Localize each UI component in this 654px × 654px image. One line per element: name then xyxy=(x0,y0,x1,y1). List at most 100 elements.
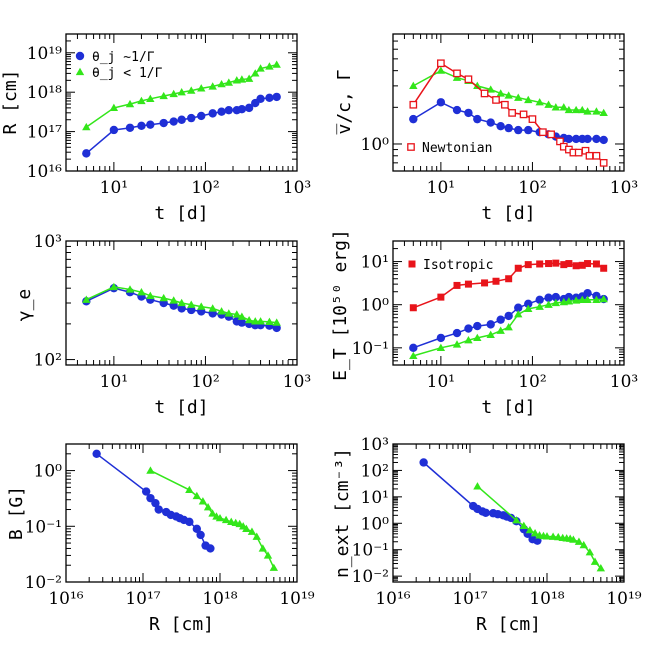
panel-v_t: 10¹ 10² 10³ 10⁰ t [d] v̅/c, Γ Newtonian xyxy=(334,33,638,224)
data-point xyxy=(592,107,601,115)
data-point xyxy=(473,114,482,124)
data-point xyxy=(524,125,533,135)
data-point xyxy=(187,113,196,123)
legend-label: θ_j < 1/Γ xyxy=(92,66,163,81)
data-point xyxy=(559,103,568,111)
x-tick-label: 10² xyxy=(191,372,219,392)
data-point xyxy=(141,487,151,496)
x-axis-label: t [d] xyxy=(481,397,535,418)
data-point xyxy=(206,544,215,553)
data-point xyxy=(453,281,461,289)
data-point xyxy=(224,105,234,115)
plot-area xyxy=(409,59,608,167)
data-point xyxy=(544,100,553,108)
series-blue xyxy=(82,92,281,158)
data-point xyxy=(217,107,226,116)
x-tick-label: 10¹ xyxy=(100,372,128,392)
data-point xyxy=(169,89,178,98)
data-point xyxy=(258,544,268,552)
data-point xyxy=(599,158,608,167)
data-point xyxy=(109,282,119,291)
plot-frame xyxy=(65,443,298,583)
y-tick-label: 10² xyxy=(34,351,62,371)
data-point xyxy=(436,343,446,351)
plot-frame xyxy=(65,240,298,366)
data-point xyxy=(504,123,513,133)
x-tick-label: 10¹⁸ xyxy=(202,589,237,609)
data-point xyxy=(585,548,595,556)
data-point xyxy=(187,300,196,308)
data-point xyxy=(237,75,247,83)
x-tick-label: 10² xyxy=(518,178,546,198)
ticks xyxy=(392,443,625,583)
data-point xyxy=(473,482,482,490)
data-point xyxy=(146,291,155,299)
data-point xyxy=(548,532,558,540)
data-point xyxy=(492,277,500,285)
data-point xyxy=(535,295,544,304)
data-point xyxy=(504,311,513,321)
plot-area xyxy=(409,259,608,360)
data-point xyxy=(486,85,495,93)
y-tick-label: 10⁰ xyxy=(34,462,63,482)
data-point xyxy=(496,326,505,334)
x-tick-label: 10³ xyxy=(610,178,638,198)
legend-marker xyxy=(75,51,85,61)
data-point xyxy=(244,315,254,324)
data-point xyxy=(578,105,587,114)
data-point xyxy=(578,295,587,303)
data-point xyxy=(544,300,553,308)
data-point xyxy=(464,108,473,118)
data-point xyxy=(551,298,561,307)
data-point xyxy=(251,317,260,325)
y-tick-label: 10⁰ xyxy=(361,296,390,316)
data-point xyxy=(224,78,234,86)
y-axis-label: γ_e xyxy=(14,289,35,322)
data-point xyxy=(251,69,260,77)
data-point xyxy=(409,351,418,360)
data-point xyxy=(551,292,561,302)
data-point xyxy=(187,86,196,94)
data-point xyxy=(452,328,462,338)
data-point xyxy=(525,525,535,534)
data-point xyxy=(263,551,273,559)
data-point xyxy=(599,135,608,145)
data-point xyxy=(192,491,202,500)
data-point xyxy=(530,529,540,537)
data-point xyxy=(436,98,446,107)
series-red xyxy=(409,59,608,167)
data-point xyxy=(177,115,186,124)
plot-area xyxy=(419,458,606,572)
data-point xyxy=(185,485,194,494)
data-point xyxy=(504,91,513,99)
data-point xyxy=(501,100,509,109)
data-point xyxy=(409,343,418,353)
y-tick-label: 10⁰ xyxy=(361,135,390,155)
data-point xyxy=(581,146,590,155)
y-axis-label: R [cm] xyxy=(0,69,21,134)
series-blue xyxy=(92,449,215,553)
data-point xyxy=(592,260,600,268)
data-point xyxy=(496,315,505,324)
data-point xyxy=(109,103,119,112)
series-line xyxy=(150,469,275,569)
data-point xyxy=(596,563,606,572)
y-tick-label: 10⁻² xyxy=(25,573,62,593)
x-tick-label: 10³ xyxy=(610,372,638,392)
y-tick-label: 10¹ xyxy=(361,488,389,508)
data-point xyxy=(496,121,505,131)
data-point xyxy=(514,125,523,135)
data-point xyxy=(571,296,581,304)
data-point xyxy=(583,288,592,298)
data-point xyxy=(272,60,281,68)
y-tick-label: 10⁻¹ xyxy=(352,541,389,561)
data-point xyxy=(146,466,155,474)
legend-entry: θ_j ∼1/Γ xyxy=(75,50,155,65)
data-point xyxy=(583,134,592,144)
data-point xyxy=(237,318,247,327)
series-green xyxy=(473,482,606,572)
y-axis-label: n_ext [cm⁻³] xyxy=(332,448,353,578)
data-point xyxy=(177,304,186,313)
panel-E_t: 10¹ 10² 10³ 10⁻¹ 10⁰ 10¹ t [d] E_T [10⁵⁰ erg] Is… xyxy=(330,229,638,418)
legend-label: Newtonian xyxy=(422,141,492,156)
